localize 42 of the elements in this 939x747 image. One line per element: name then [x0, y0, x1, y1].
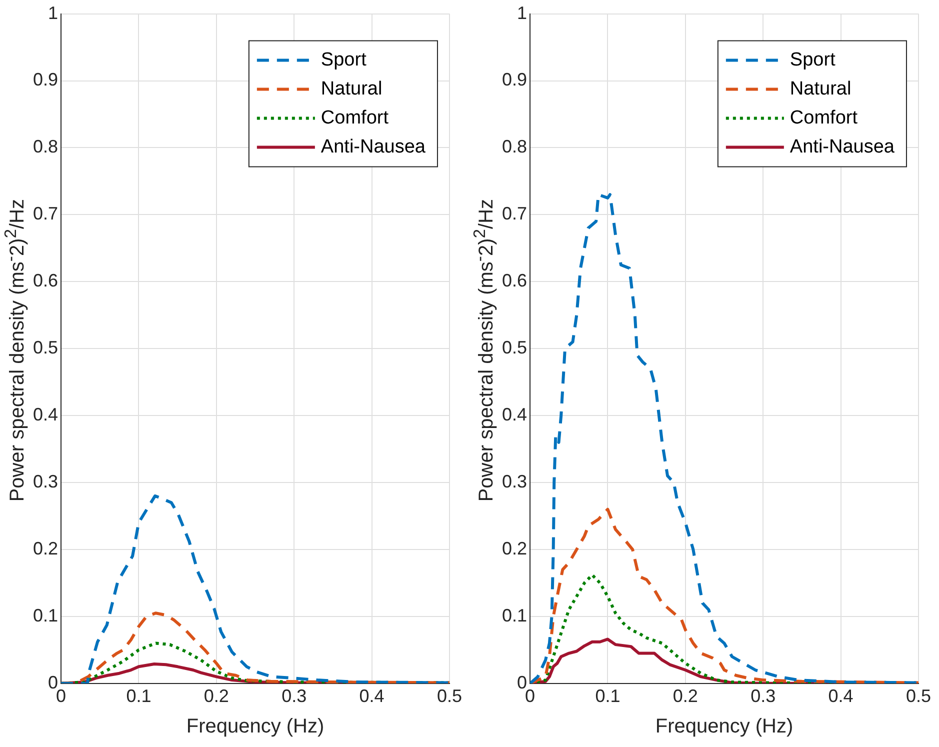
y-tick-label: 0.8 [502, 136, 528, 157]
y-tick-label: 0.4 [502, 404, 528, 425]
y-tick-label: 0.3 [32, 471, 58, 492]
legend-label: Comfort [790, 108, 858, 129]
y-tick-label: 0 [48, 672, 58, 692]
legend-label: Anti-Nausea [320, 136, 426, 158]
y-tick-label: 0.1 [32, 605, 58, 626]
y-tick-label: 0.5 [32, 338, 58, 358]
x-tick-label: 0.2 [672, 686, 698, 706]
x-tick-label: 0.5 [906, 686, 932, 706]
legend-label: Sport [320, 50, 368, 71]
x-tick-label: 0.4 [828, 686, 854, 706]
legend-label: Natural [790, 78, 852, 100]
y-tick-label: 0.9 [32, 70, 58, 90]
x-axis-title: Frequency (Hz) [655, 716, 794, 738]
y-tick-label: 0.2 [502, 538, 528, 558]
x-tick-label: 0.1 [126, 686, 152, 706]
y-tick-label: 0.2 [32, 538, 58, 558]
x-tick-label: 0.5 [436, 686, 462, 706]
x-tick-label: 0.4 [359, 686, 384, 706]
y-tick-label: 0.3 [502, 471, 528, 492]
y-tick-label: 1 [48, 2, 58, 23]
y-tick-label: 0.1 [502, 605, 528, 626]
y-tick-label: 0.9 [502, 70, 528, 90]
x-tick-label: 0.2 [204, 686, 229, 706]
y-tick-label: 0.5 [502, 338, 528, 358]
x-tick-label: 0.1 [595, 686, 620, 706]
x-axis-title: Frequency (Hz) [186, 716, 324, 738]
legend-label: Sport [790, 50, 836, 71]
y-tick-label: 0.8 [32, 136, 58, 157]
y-tick-label: 0 [517, 672, 528, 692]
y-tick-label: 1 [517, 2, 528, 23]
x-tick-label: 0.3 [282, 686, 307, 706]
y-tick-label: 0.7 [502, 204, 528, 224]
y-tick-label: 0.4 [32, 404, 58, 425]
y-tick-label: 0.6 [32, 270, 58, 291]
legend-label: Comfort [320, 108, 390, 129]
y-tick-label: 0.7 [32, 204, 58, 224]
x-tick-label: 0.3 [750, 686, 776, 706]
legend-label: Natural [320, 78, 382, 100]
y-tick-label: 0.6 [502, 270, 528, 291]
legend-label: Anti-Nausea [790, 136, 895, 158]
